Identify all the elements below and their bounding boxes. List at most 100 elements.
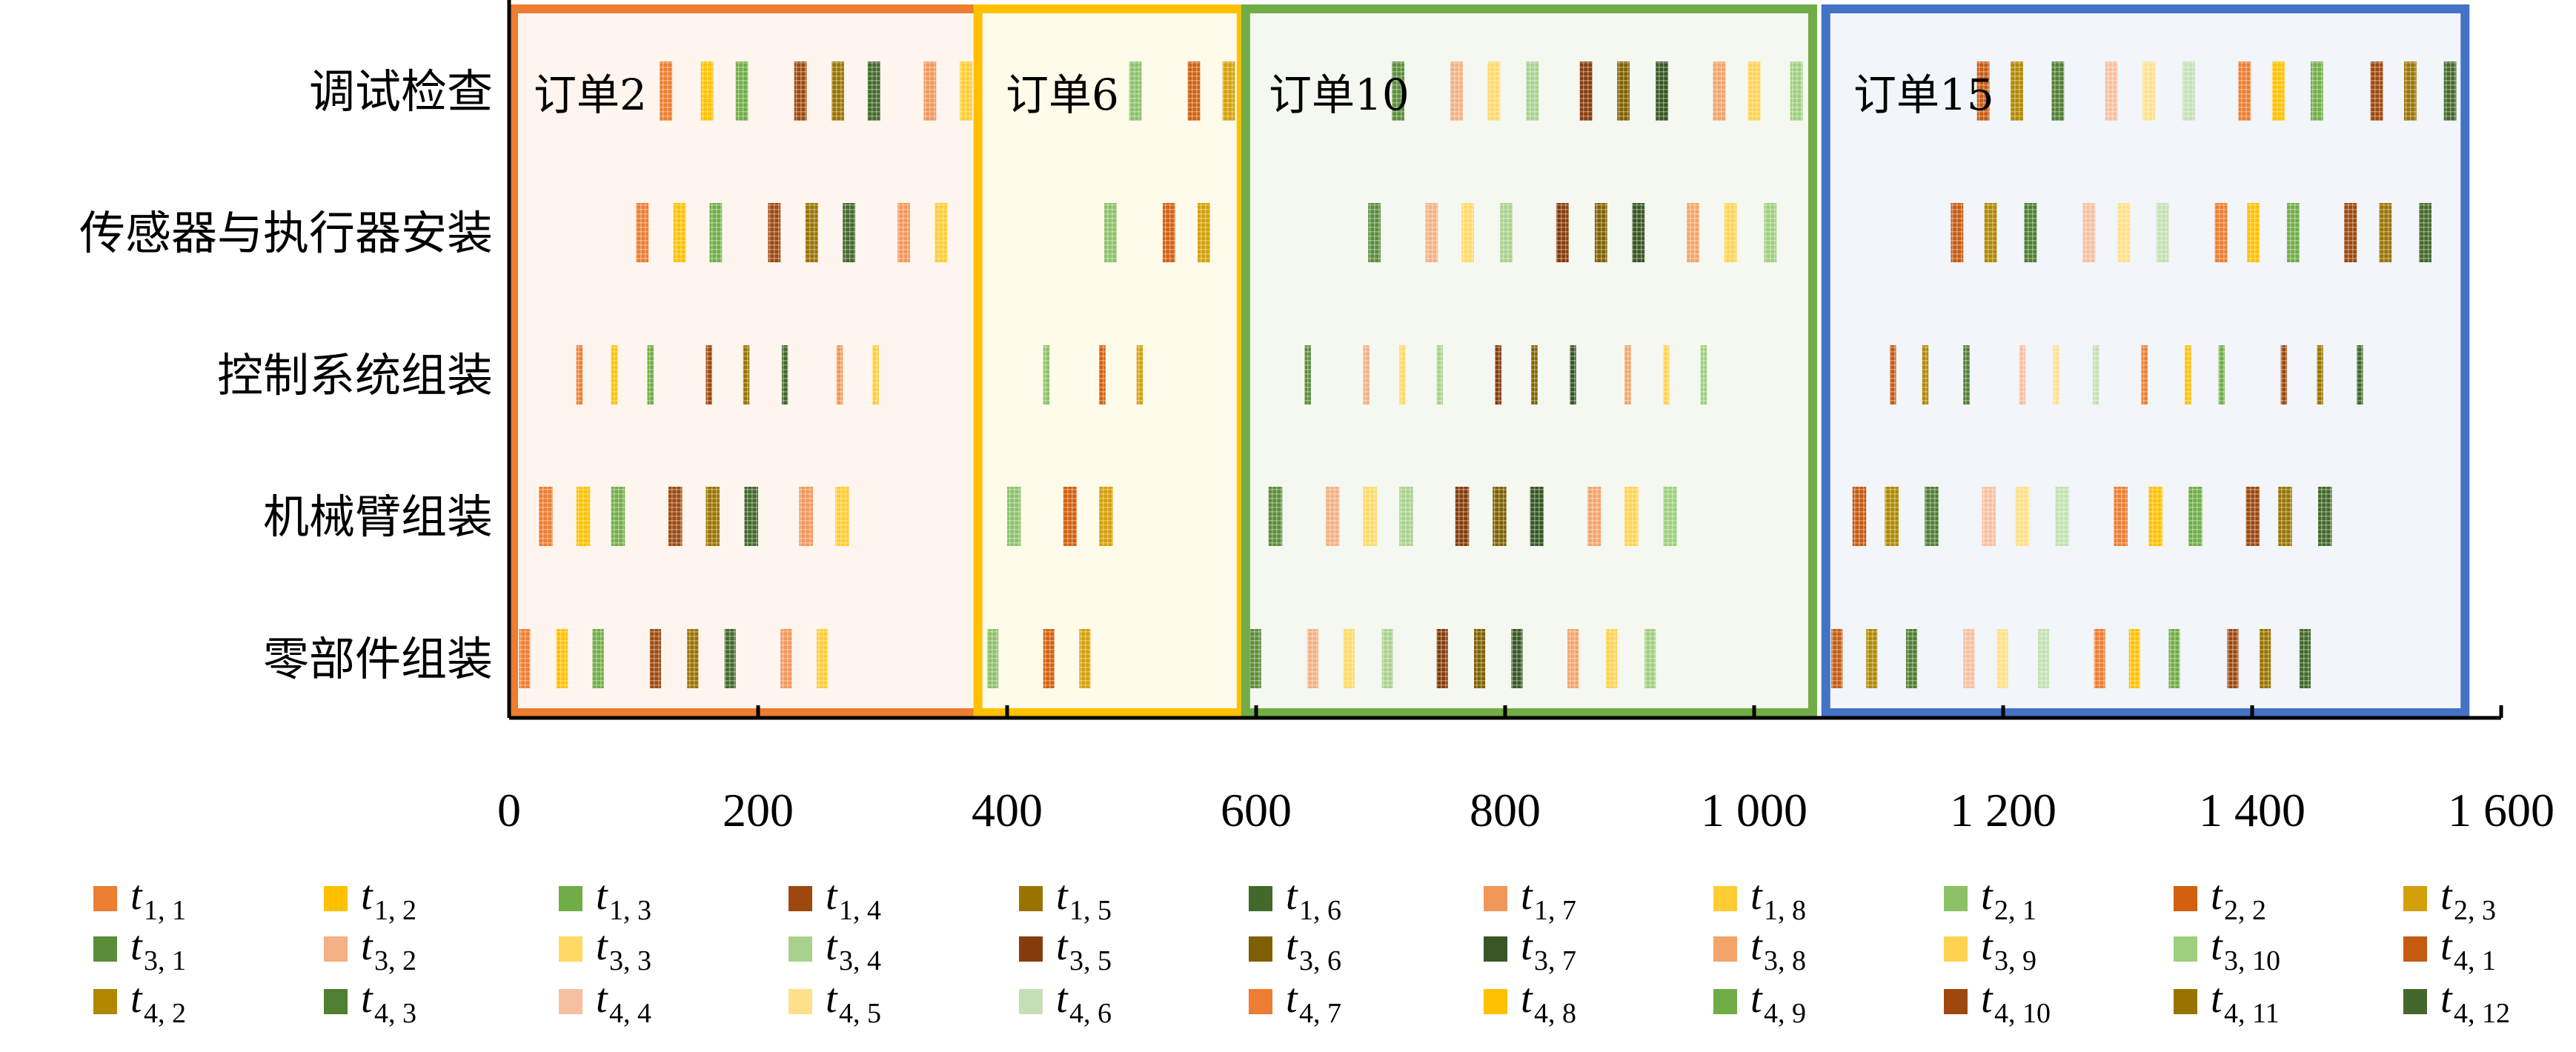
task-bar-texture [1687,203,1700,262]
task-bar-texture [1644,629,1656,688]
task-bar-texture [1963,629,1975,688]
task-bar-texture [2403,61,2417,121]
task-bar-texture [660,61,673,121]
task-bar-texture [2156,203,2169,262]
legend-label-base: t [1286,923,1298,969]
task-bar-texture [1790,61,1803,121]
legend: t 1, 1 t 1, 2 t 1, 3 t 1, 4 t 1, 5 t 1, 6 t 1, 7 t 1, 8… [93,873,2510,1029]
legend-label-base: t [2211,923,2223,969]
legend-label-sub: 4, 8 [1534,998,1576,1029]
legend-item: t 4, 8 [1484,976,1576,1029]
legend-label-base: t [130,923,143,969]
x-tick-label: 200 [723,784,794,836]
legend-label-sub: 3, 3 [609,945,651,976]
task-bar-texture [2185,345,2191,405]
x-tick-label: 600 [1221,784,1292,836]
legend-label-sub: 1, 8 [1764,895,1806,926]
task-bar-texture [872,345,879,405]
row-label: 调试检查 [309,64,493,119]
task-bar-texture [2299,629,2311,688]
task-bar-texture [2105,61,2118,121]
task-bar-texture [1304,345,1311,405]
legend-swatch [1249,989,1272,1014]
task-bar-texture [611,487,625,546]
legend-label-base: t [1981,976,1994,1022]
task-bar-texture [1511,629,1523,688]
task-bar-texture [744,487,758,546]
task-bar-texture [2011,61,2023,121]
task-bar-texture [1963,345,1970,405]
task-bar-texture [867,61,880,121]
task-bar-texture [2015,487,2030,546]
task-bar-texture [724,629,736,688]
legend-swatch [1944,989,1968,1014]
legend-label-sub: 2, 3 [2454,895,2496,926]
legend-label-base: t [1286,873,1298,919]
task-bar-texture [1474,629,1486,688]
task-bar-texture [1099,345,1106,405]
row-label: 控制系统组装 [217,348,493,402]
task-bar-texture [1922,345,1929,405]
legend-item: t 1, 1 [93,873,186,926]
task-bar-texture [960,61,972,121]
legend-swatch [2174,886,2197,911]
legend-label-base: t [1056,873,1069,919]
legend-label-sub: 3, 2 [374,945,416,976]
legend-swatch [1713,886,1737,911]
task-bar-texture [1976,61,1990,121]
task-bar-texture [799,487,813,546]
legend-label-base: t [1056,923,1069,969]
legend-label-sub: 1, 4 [839,895,881,926]
legend-item: t 3, 1 [93,923,186,976]
task-bar-texture [1487,61,1501,121]
legend-label-sub: 4, 6 [1069,998,1112,1029]
task-bar-texture [1866,629,1878,688]
task-bar-texture [1531,345,1538,405]
task-bar-texture [673,203,686,262]
legend-swatch [559,936,582,962]
task-bar-texture [1129,61,1142,121]
legend-swatch [1019,936,1043,962]
legend-swatch [1713,936,1737,962]
legend-item: t 1, 7 [1484,873,1576,926]
task-bar-texture [1764,203,1777,262]
task-bar-texture [1526,61,1539,121]
legend-item: t 3, 4 [789,923,881,976]
order-labels: 订单2 订单6 订单10 订单15 [534,70,1994,120]
task-bar-texture [2247,203,2260,262]
task-bar-texture [743,345,750,405]
legend-item: t 2, 3 [2403,873,2496,926]
task-bar-texture [1982,487,1996,546]
x-tick-label: 1 200 [1950,784,2057,836]
task-bar-texture [768,203,781,262]
legend-swatch [1484,936,1507,962]
legend-item: t 3, 7 [1484,923,1576,976]
legend-label-base: t [2440,976,2453,1022]
legend-item: t 1, 2 [324,873,416,926]
legend-item: t 3, 5 [1019,923,1112,976]
task-bar-texture [2287,203,2300,262]
legend-label-sub: 4, 3 [374,998,416,1029]
legend-swatch [2403,886,2427,911]
task-bar-texture [1399,345,1406,405]
task-bar-texture [1222,61,1235,121]
task-bar-texture [805,203,818,262]
task-bar-texture [1831,629,1843,688]
legend-swatch [1944,886,1968,911]
legend-swatch [1019,886,1043,911]
task-bar-texture [2245,487,2260,546]
task-bar-texture [2038,629,2050,688]
legend-swatch [2174,936,2197,962]
task-bar-texture [2317,345,2323,405]
row-label: 零部件组装 [263,632,493,686]
task-bar-texture [576,487,591,546]
legend-item: t 1, 8 [1713,873,1806,926]
task-bar-texture [1624,487,1639,546]
legend-label-base: t [2440,923,2453,969]
legend-item: t 4, 7 [1249,976,1341,1029]
legend-item: t 4, 6 [1019,976,1112,1029]
legend-item: t 4, 12 [2403,976,2510,1029]
task-bar-texture [1587,487,1601,546]
order-label: 订单6 [1006,70,1119,120]
task-bar-texture [2114,487,2128,546]
